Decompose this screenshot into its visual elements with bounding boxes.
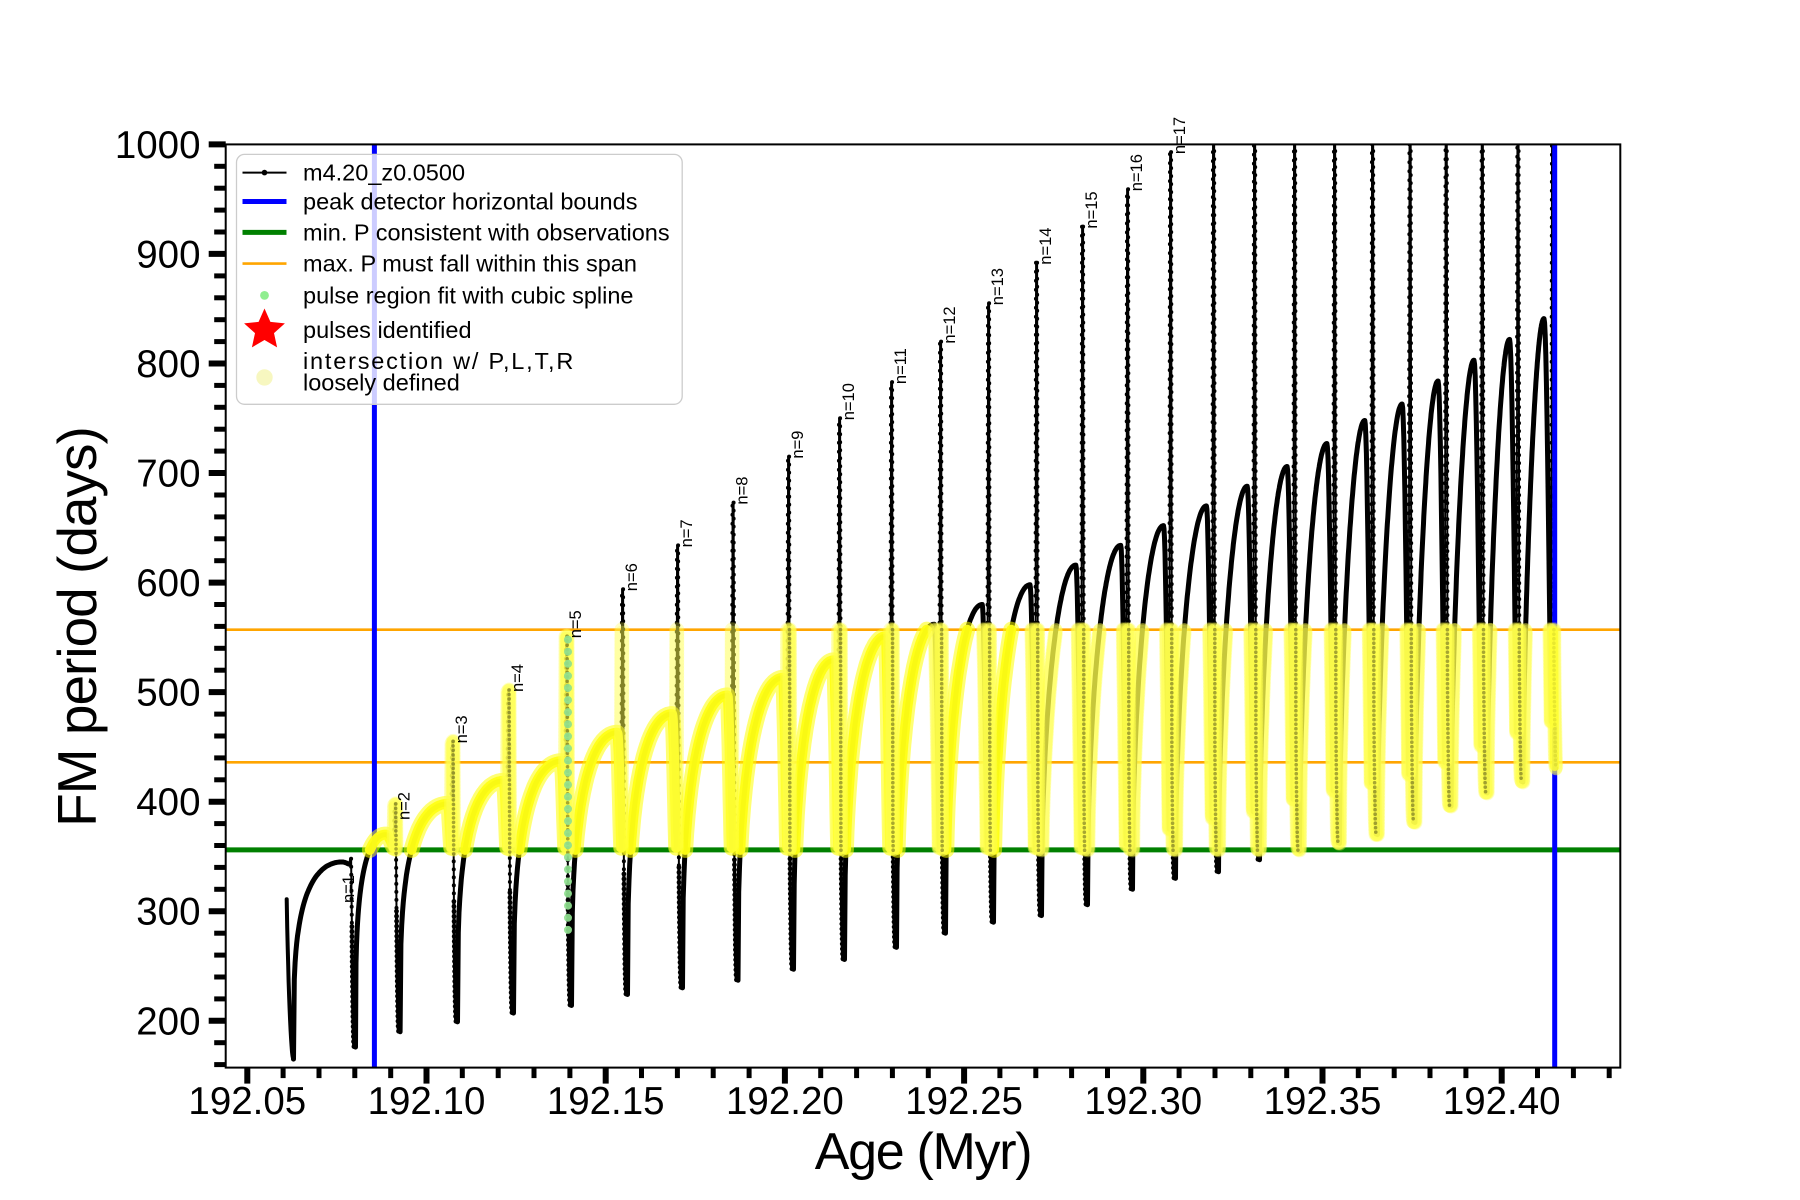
svg-text:n=10: n=10 — [840, 383, 858, 420]
svg-text:n=1: n=1 — [340, 875, 358, 903]
svg-text:Age (Myr): Age (Myr) — [815, 1123, 1032, 1181]
svg-text:FM period (days): FM period (days) — [46, 427, 108, 827]
svg-text:pulses identified: pulses identified — [303, 317, 472, 343]
svg-text:192.15: 192.15 — [547, 1080, 665, 1123]
svg-text:n=8: n=8 — [734, 477, 752, 505]
svg-text:900: 900 — [136, 233, 200, 276]
svg-text:192.30: 192.30 — [1084, 1080, 1202, 1123]
svg-text:200: 200 — [136, 1000, 200, 1043]
svg-text:min. P consistent with observa: min. P consistent with observations — [303, 219, 670, 245]
svg-text:n=16: n=16 — [1128, 154, 1146, 191]
svg-text:500: 500 — [136, 672, 200, 715]
svg-text:n=7: n=7 — [678, 519, 696, 547]
svg-text:pulse region fit with cubic sp: pulse region fit with cubic spline — [303, 282, 633, 308]
svg-text:n=2: n=2 — [396, 792, 414, 820]
svg-text:300: 300 — [136, 891, 200, 934]
svg-text:n=11: n=11 — [892, 348, 910, 384]
svg-text:n=9: n=9 — [789, 431, 807, 459]
svg-text:n=5: n=5 — [567, 610, 585, 638]
svg-text:n=15: n=15 — [1083, 191, 1101, 228]
svg-text:n=3: n=3 — [453, 715, 471, 743]
svg-text:peak detector horizontal bound: peak detector horizontal bounds — [303, 189, 637, 215]
svg-text:1000: 1000 — [115, 124, 201, 167]
svg-text:192.10: 192.10 — [368, 1080, 486, 1123]
svg-text:n=13: n=13 — [989, 268, 1007, 305]
svg-text:max. P must fall within this s: max. P must fall within this span — [303, 251, 637, 277]
svg-text:n=14: n=14 — [1037, 228, 1055, 265]
svg-text:192.05: 192.05 — [188, 1080, 306, 1123]
svg-text:192.25: 192.25 — [905, 1080, 1023, 1123]
svg-text:n=12: n=12 — [941, 306, 959, 343]
svg-text:m4.20_z0.0500: m4.20_z0.0500 — [303, 160, 465, 186]
svg-text:700: 700 — [136, 453, 200, 496]
svg-text:n=17: n=17 — [1171, 117, 1189, 154]
svg-text:n=6: n=6 — [623, 563, 641, 591]
svg-text:600: 600 — [136, 562, 200, 605]
svg-text:400: 400 — [136, 781, 200, 824]
svg-text:n=4: n=4 — [509, 664, 527, 692]
svg-text:loosely defined: loosely defined — [303, 370, 460, 396]
svg-text:192.40: 192.40 — [1443, 1080, 1561, 1123]
svg-text:800: 800 — [136, 343, 200, 386]
svg-text:192.35: 192.35 — [1264, 1080, 1382, 1123]
svg-text:192.20: 192.20 — [726, 1080, 844, 1123]
svg-text:intersection w/ P,L,T,R: intersection w/ P,L,T,R — [303, 348, 575, 374]
